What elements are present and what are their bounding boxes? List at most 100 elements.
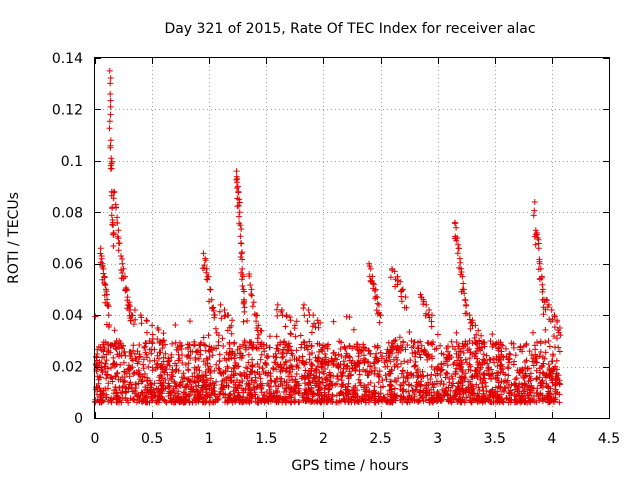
data-point [497,356,504,363]
data-point [135,358,142,365]
data-point [468,399,475,406]
data-point [402,378,409,385]
data-point [543,296,550,303]
data-point [316,381,323,388]
data-point [536,365,543,372]
data-point [549,368,555,375]
data-point [140,365,147,372]
data-point [542,339,549,346]
data-point [482,379,489,386]
data-point [136,396,143,403]
data-point [144,329,150,336]
data-point [196,355,202,362]
data-point [397,347,404,354]
data-point [336,338,343,345]
data-point [224,363,231,370]
data-point [455,397,462,404]
data-point [400,374,407,381]
data-point [481,370,487,377]
data-point [391,363,398,370]
data-point [106,322,113,328]
data-point [405,388,412,395]
data-point [293,371,300,377]
data-point [408,370,415,377]
data-point [105,303,112,310]
data-point [165,358,172,365]
data-point [305,374,312,381]
data-point [249,363,256,370]
data-point [191,370,198,376]
axis-ticks [95,58,610,419]
data-point [489,393,496,400]
data-point [511,391,518,398]
data-point [200,334,207,341]
data-point [275,399,282,406]
data-point [371,343,378,350]
data-point [151,380,158,387]
data-point [397,393,404,400]
data-point [236,199,243,206]
data-point [406,329,413,335]
data-point [257,356,264,363]
data-point [338,353,345,359]
data-point [266,344,273,351]
data-point [180,389,187,396]
data-point [263,362,270,369]
data-point [308,342,315,349]
data-point [495,370,502,377]
data-point [367,265,374,272]
data-point [189,373,196,380]
data-point [451,359,458,366]
data-point [240,300,247,307]
data-point [105,312,112,319]
data-point [298,373,305,380]
data-point [211,312,218,319]
x-tick-label: 3.5 [484,431,506,447]
data-point [138,314,145,321]
data-point [130,396,136,403]
data-point [417,382,423,389]
data-point [196,342,203,349]
data-point [414,374,421,381]
data-point [282,367,289,374]
data-point [113,390,119,397]
data-point [351,389,358,396]
data-point [513,375,520,382]
data-point [471,396,478,403]
data-point [284,347,291,354]
data-point [267,333,273,340]
data-point [287,330,294,337]
data-point [301,301,307,308]
data-point [127,365,134,372]
data-point [201,341,207,348]
data-point [109,221,116,228]
data-point [172,322,179,328]
data-point [500,399,507,406]
data-point [356,350,362,357]
data-point [157,349,164,356]
data-point [548,307,555,313]
data-point [270,365,276,372]
data-point [267,370,274,377]
data-point [172,339,179,346]
data-point [196,367,203,374]
data-point [554,318,561,325]
data-point [461,290,468,297]
data-point [139,390,146,397]
data-point [329,393,336,400]
data-point [304,390,311,397]
data-point [380,383,387,390]
data-point [207,375,214,382]
data-point [158,373,165,380]
data-point [554,366,560,373]
data-point [302,367,309,374]
x-tick-labels: 0 0.5 1 1.5 2 2.5 3 3.5 4 4.5 [91,431,621,447]
data-point [454,250,461,257]
data-point [510,340,517,347]
data-point [399,382,405,389]
data-point [535,236,542,243]
data-point [106,118,113,125]
data-point [110,354,117,361]
data-point [437,397,444,404]
data-point [308,360,315,367]
